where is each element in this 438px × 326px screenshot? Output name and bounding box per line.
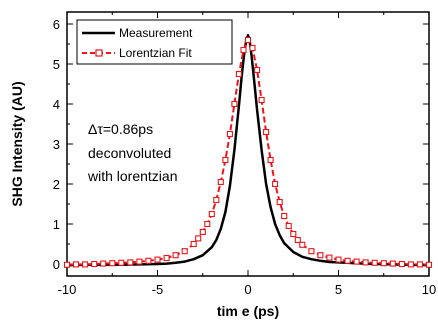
series-layer	[63, 33, 433, 268]
fit-point	[208, 210, 215, 218]
fit-point	[398, 260, 405, 268]
fit-point	[145, 257, 152, 264]
fit-point	[276, 198, 283, 206]
fit-point	[263, 128, 270, 136]
fit-point	[226, 130, 233, 138]
legend-swatch-fit-marker	[95, 49, 103, 57]
x-axis-label: tim e (ps)	[217, 303, 279, 319]
fit-point	[258, 96, 265, 104]
fit-point	[281, 212, 288, 220]
fit-point	[190, 240, 197, 248]
fit-point	[244, 36, 252, 44]
fit-point	[82, 261, 89, 268]
fit-point	[389, 260, 396, 267]
legend-label-fit: Lorentzian Fit	[119, 46, 192, 60]
fit-point	[163, 254, 170, 262]
fit-point	[109, 260, 116, 267]
fit-point	[127, 259, 134, 266]
fit-point	[353, 258, 360, 265]
legend: Measurement Lorentzian Fit	[76, 19, 233, 65]
y-tick-label: 4	[53, 97, 60, 112]
fit-point	[249, 44, 256, 52]
fit-point	[267, 156, 274, 164]
fit-point	[240, 46, 247, 54]
annotation: Δτ=0.86ps deconvoluted with lorentzian	[87, 121, 178, 184]
fit-point	[416, 261, 423, 268]
fit-point	[380, 260, 387, 267]
fit-point	[72, 261, 80, 268]
legend-box	[76, 19, 233, 65]
tick-labels: -10 -5 0 5 10 0 1 2 3 4 5 6	[53, 17, 436, 297]
fit-point	[344, 257, 351, 264]
y-tick-label: 5	[53, 57, 60, 72]
fit-point	[285, 222, 292, 230]
fit-point	[371, 259, 378, 266]
fit-point	[294, 236, 301, 244]
fit-point	[217, 178, 224, 186]
fit-point	[299, 241, 306, 248]
fit-point	[199, 228, 206, 236]
fit-point	[326, 254, 333, 261]
annotation-line-1: Δτ=0.86ps	[88, 121, 153, 137]
fit-point	[100, 260, 107, 267]
x-tick-label: 5	[335, 282, 342, 297]
y-axis-label: SHG Intensity (AU)	[9, 81, 25, 206]
fit-point	[91, 260, 98, 268]
fit-point	[407, 261, 414, 268]
fit-point	[63, 261, 71, 268]
annotation-line-2: deconvoluted	[88, 145, 171, 161]
fit-point	[154, 256, 161, 263]
y-tick-label: 1	[53, 217, 60, 232]
y-tick-label: 3	[53, 137, 60, 152]
fit-point	[136, 258, 143, 265]
fit-point	[308, 248, 315, 255]
fit-point	[222, 156, 229, 164]
fit-point	[235, 70, 242, 78]
fit-point	[290, 230, 297, 238]
fit-point	[362, 259, 369, 266]
fit-point	[272, 180, 279, 188]
y-tick-label: 2	[53, 177, 60, 192]
fit-point	[335, 256, 342, 263]
fit-point	[425, 261, 433, 268]
annotation-line-3: with lorentzian	[87, 168, 178, 184]
y-tick-label: 6	[53, 17, 60, 32]
fit-point	[317, 252, 324, 259]
x-tick-label: -10	[58, 282, 77, 297]
x-tick-label: 10	[422, 282, 436, 297]
x-tick-label: 0	[244, 282, 251, 297]
fit-point	[213, 196, 220, 204]
legend-label-measurement: Measurement	[119, 26, 193, 40]
series-measurement-line	[66, 33, 430, 267]
fit-point	[118, 259, 125, 266]
fit-point	[181, 248, 188, 255]
fit-point	[204, 220, 211, 228]
fit-point	[195, 235, 202, 242]
y-tick-label: 0	[53, 257, 60, 272]
fit-point	[254, 66, 261, 74]
x-tick-label: -5	[152, 282, 164, 297]
fit-point	[231, 100, 238, 108]
fit-point	[172, 252, 179, 259]
tick-marks	[66, 12, 430, 276]
